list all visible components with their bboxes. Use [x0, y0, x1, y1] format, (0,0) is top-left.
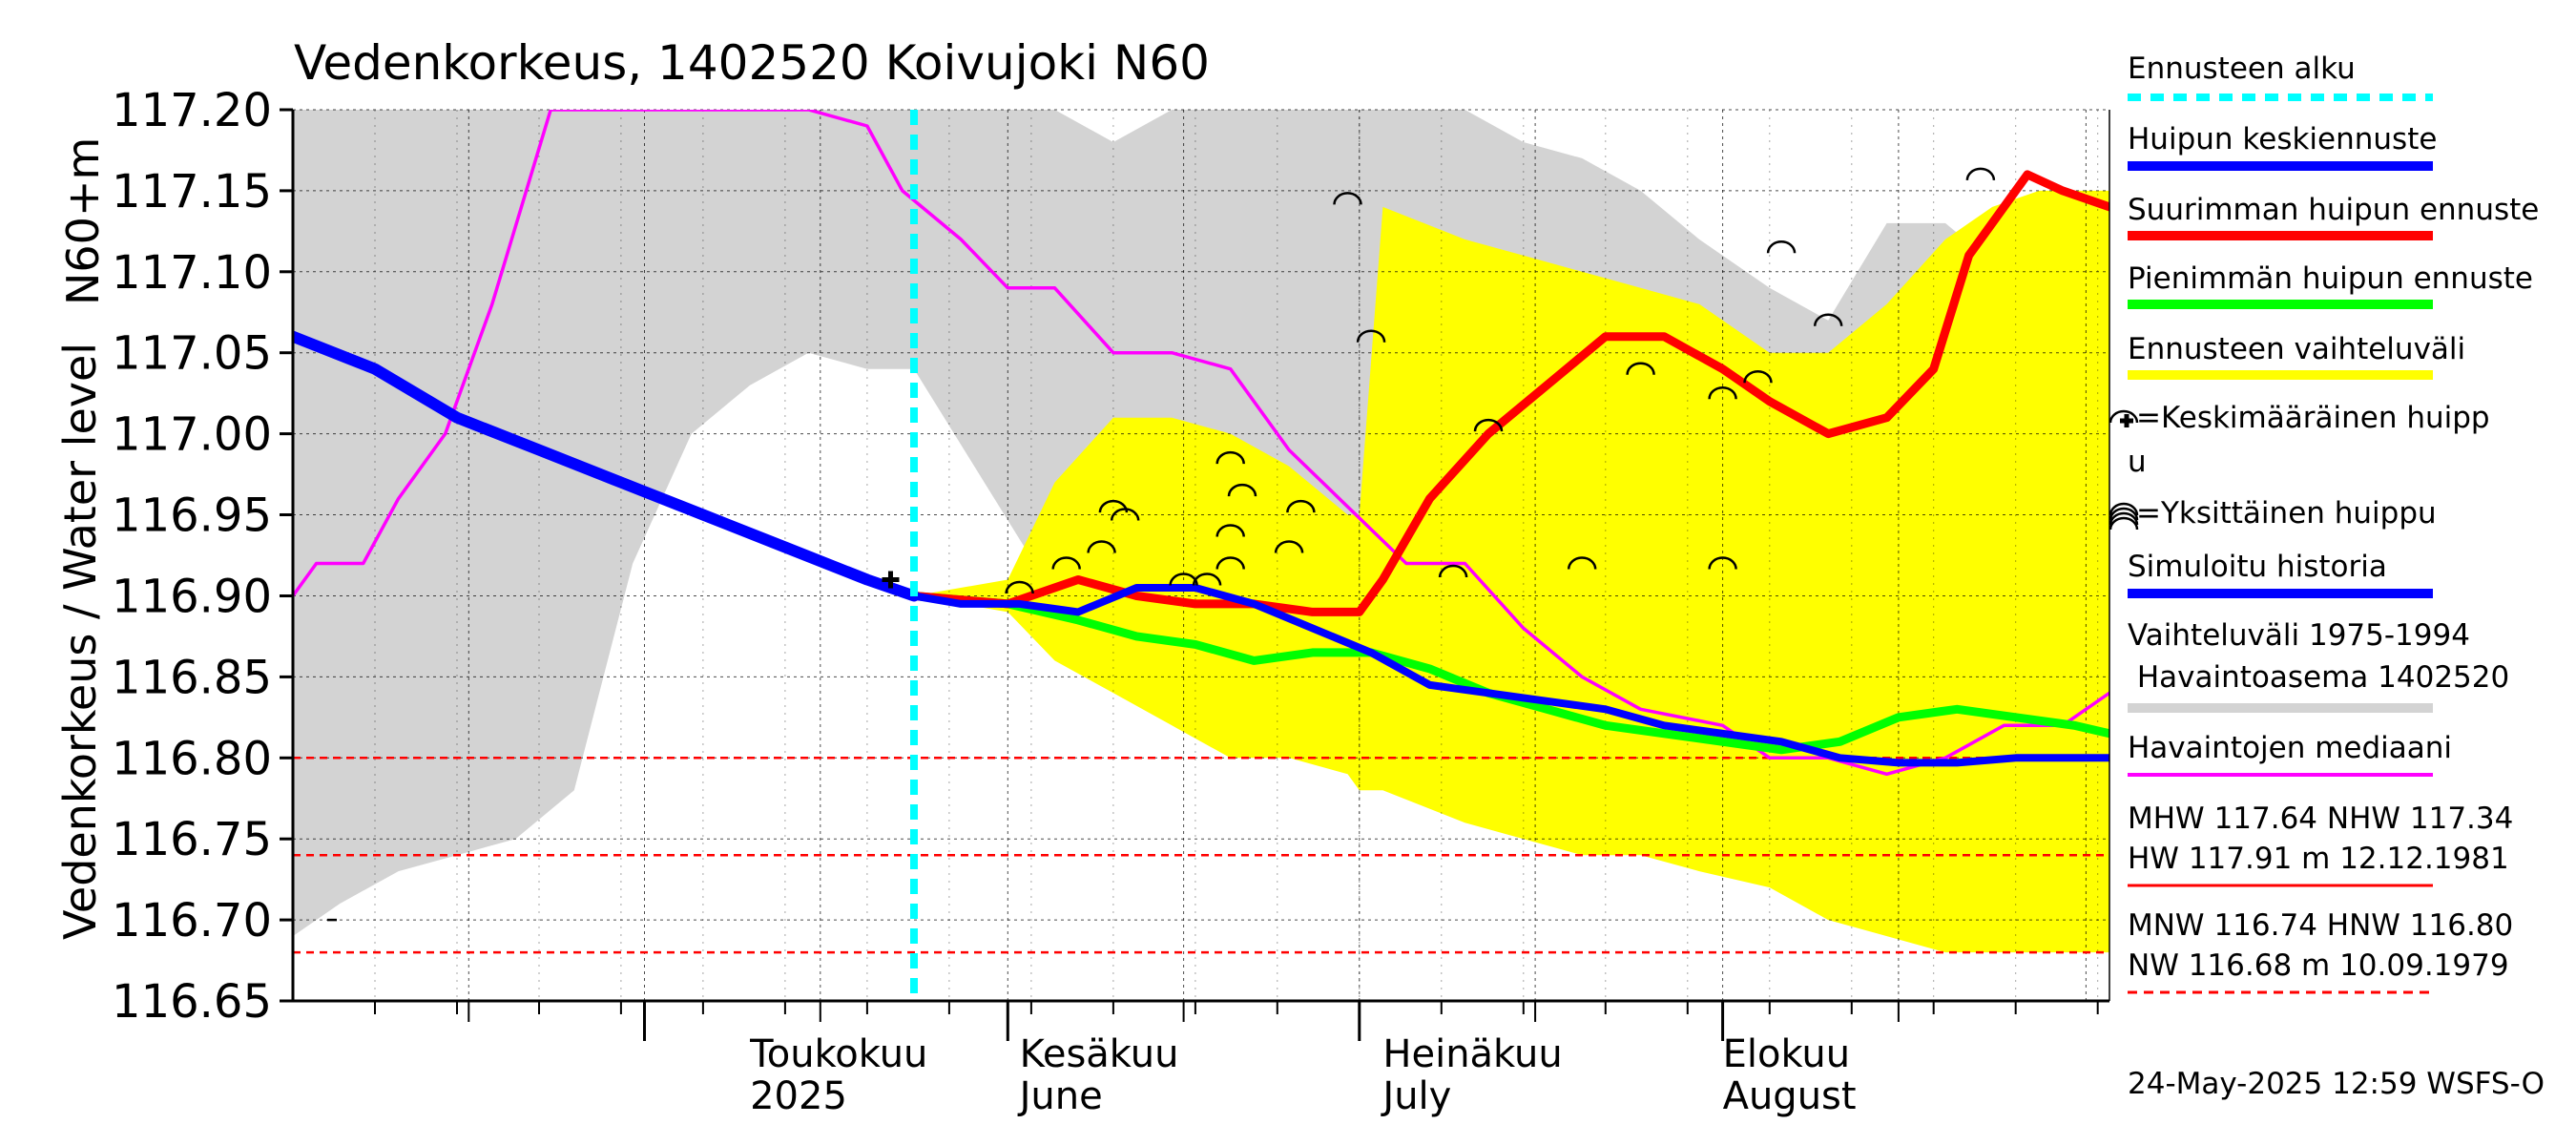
legend-average-peak-label-wrap: u: [2128, 445, 2147, 479]
legend-single-peak-icon: [2109, 502, 2139, 531]
month-label-elokuu: Elokuu: [1723, 1032, 1851, 1076]
peak-marker-1: [1051, 556, 1081, 570]
legend-average-peak-cross-icon: [2120, 414, 2133, 427]
series-pienimman-huipun-ennuste: [909, 592, 2109, 755]
plot-frame: [291, 110, 2110, 1003]
range-bands: [293, 110, 2109, 953]
peak-marker-6: [1192, 572, 1222, 586]
band-ennusteen-vaihteluvali: [914, 190, 2109, 953]
peak-marker-13: [1333, 192, 1362, 205]
vertical-gridlines: [374, 110, 2099, 1001]
legend-mean-peak-label: Huipun keskiennuste: [2128, 122, 2437, 156]
peak-marker-18: [1626, 362, 1655, 375]
legend-single-peak-label: =Yksittäinen huippu: [2136, 496, 2437, 531]
peak-marker-20: [1708, 556, 1737, 570]
peak-marker-19: [1708, 386, 1737, 400]
legend-simulated-label: Simuloitu historia: [2128, 550, 2387, 584]
series-suurimman-huipun-ennuste: [909, 170, 2109, 616]
peak-marker-22: [1766, 240, 1797, 254]
peak-marker-17: [1567, 556, 1597, 570]
ytick-label-116.95: 116.95: [112, 489, 272, 543]
ytick-label-116.75: 116.75: [112, 813, 272, 866]
peak-marker-24: [1965, 167, 1996, 181]
legend-min-peak-label: Pienimmän huipun ennuste: [2128, 261, 2533, 296]
peak-marker-4: [1110, 508, 1140, 521]
month-label-en-kesakuu: June: [1017, 1074, 1103, 1118]
legend: Ennusteen alku Huipun keskiennuste Suuri…: [2109, 52, 2539, 994]
peak-marker-23: [1813, 313, 1843, 326]
ytick-label-116.90: 116.90: [112, 571, 272, 624]
ytick-label-117.15: 117.15: [112, 165, 272, 219]
ytick-label-117.20: 117.20: [112, 84, 272, 137]
peak-marker-12: [1286, 499, 1316, 513]
legend-average-peak-label: =Keskimääräinen huipp: [2136, 401, 2490, 435]
ytick-label-117.10: 117.10: [112, 246, 272, 300]
ytick-label-117.00: 117.00: [112, 408, 272, 462]
y-ticks: 117.20 117.15 117.10 117.05 117.00 116.95 116.…: [112, 84, 293, 1029]
month-label-en-elokuu: August: [1723, 1074, 1857, 1118]
peak-marker-10: [1227, 483, 1257, 497]
ytick-label-116.65: 116.65: [112, 975, 272, 1029]
month-label-toukokuu: Toukokuu: [749, 1032, 927, 1076]
legend-hist-range-label-2: Havaintoasema 1402520: [2128, 660, 2509, 695]
month-label-kesakuu: Kesäkuu: [1020, 1032, 1179, 1076]
series-huipun-keskiennuste: [910, 584, 2109, 767]
legend-stats-low: MNW 116.74 HNW 116.80: [2128, 908, 2513, 943]
ytick-label-116.70: 116.70: [112, 894, 272, 947]
legend-hist-range-label: Vaihteluväli 1975-1994: [2128, 618, 2470, 653]
series-simuloitu-historia: [293, 330, 920, 602]
legend-stats-high: MHW 117.64 NHW 117.34: [2128, 802, 2513, 836]
ytick-label-117.05: 117.05: [112, 327, 272, 381]
series-havaintojen-mediaani: [293, 110, 2109, 777]
chart-title: Vedenkorkeus, 1402520 Koivujoki N60: [294, 35, 1210, 91]
individual-peaks: [882, 167, 1996, 594]
legend-median-label: Havaintojen mediaani: [2128, 731, 2452, 765]
legend-max-peak-label: Suurimman huipun ennuste: [2128, 193, 2539, 227]
peak-marker-21: [1743, 370, 1773, 384]
peak-marker-7: [1215, 556, 1245, 570]
month-label-heinakuu: Heinäkuu: [1382, 1032, 1562, 1076]
month-label-en-heinakuu: July: [1380, 1074, 1451, 1118]
average-peak-marker: [882, 571, 900, 589]
peak-marker-0: [1005, 580, 1034, 594]
legend-stats-high-2: HW 117.91 m 12.12.1981: [2128, 842, 2509, 876]
peak-marker-14: [1356, 329, 1386, 343]
legend-range-label: Ennusteen vaihteluväli: [2128, 332, 2465, 366]
ytick-label-116.80: 116.80: [112, 732, 272, 785]
ytick-label-116.85: 116.85: [112, 651, 272, 704]
legend-stats-low-2: NW 116.68 m 10.09.1979: [2128, 948, 2509, 983]
footer-timestamp: 24-May-2025 12:59 WSFS-O: [2128, 1067, 2545, 1101]
y-axis-unit: N60+m: [57, 137, 109, 305]
peak-marker-11: [1274, 540, 1304, 553]
peak-marker-9: [1215, 450, 1245, 465]
legend-forecast-start-label: Ennusteen alku: [2128, 52, 2356, 86]
peak-marker-16: [1473, 418, 1504, 432]
peak-marker-5: [1169, 572, 1198, 586]
peak-marker-15: [1438, 564, 1468, 578]
series-lines: [293, 110, 2109, 1001]
month-label-en-toukokuu: 2025: [750, 1074, 847, 1118]
peak-marker-2: [1087, 540, 1116, 553]
peak-marker-8: [1215, 524, 1245, 537]
legend-average-peak-marker-icon: [2109, 409, 2139, 424]
y-axis-label: Vedenkorkeus / Water level: [54, 343, 106, 940]
